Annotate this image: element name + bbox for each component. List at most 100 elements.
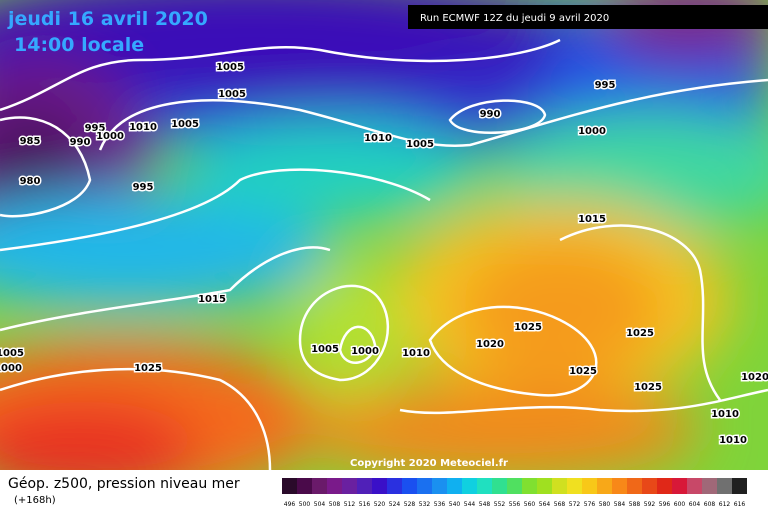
legend-level: 612 [719,501,731,508]
legend-swatch [357,478,372,494]
isobar-label: 1025 [569,366,597,377]
date: jeudi 16 avril 2020 [7,8,208,30]
legend-level: 592 [644,501,656,508]
isobar [0,38,561,112]
isobar [448,99,547,134]
run-text: Run ECMWF 12Z du jeudi 9 avril 2020 [420,13,609,24]
isobar [98,78,768,151]
isobar-label: 1000 [96,131,124,142]
legend-swatch [477,478,492,494]
legend-level: 576 [584,501,596,508]
legend-swatch [732,478,747,494]
legend-swatch [537,478,552,494]
legend-level: 532 [419,501,431,508]
legend-level: 520 [374,501,386,508]
legend-swatch [612,478,627,494]
isobar-label: 1010 [711,409,739,420]
isobar-label: 1005 [216,62,244,73]
isobar-label: 1010 [129,122,157,133]
legend-level: 568 [554,501,566,508]
legend-level: 616 [734,501,746,508]
legend-level: 596 [659,501,671,508]
legend-swatch [642,478,657,494]
legend-swatch [702,478,717,494]
legend-level: 560 [524,501,536,508]
isobar [0,246,331,332]
isobar [0,367,272,471]
isobar-label: 1025 [514,322,542,333]
legend-level: 548 [479,501,491,508]
legend-swatch [717,478,732,494]
isobar-label: 985 [20,136,41,147]
legend-swatch [672,478,687,494]
legend-level: 496 [284,501,296,508]
isobar-label: 1010 [719,435,747,446]
isobar-label: 1020 [476,339,504,350]
isobar-label: 1015 [198,294,226,305]
isobar-label: 1005 [406,139,434,150]
legend-level: 588 [629,501,641,508]
legend-swatch [432,478,447,494]
isobar [298,284,390,382]
legend-swatch [282,478,297,494]
isobar-label: 1010 [402,348,430,359]
legend-level: 524 [389,501,401,508]
isobar [559,224,722,401]
legend-swatch [387,478,402,494]
isobar-label: 1005 [311,344,339,355]
isobar-label: 1025 [134,363,162,374]
legend-level: 556 [509,501,521,508]
legend-swatch [597,478,612,494]
legend-swatch [522,478,537,494]
isobar [428,305,598,397]
run-box [408,5,768,29]
isobar-label: 980 [20,176,41,187]
isobar-label: 1000 [351,346,379,357]
legend-level: 544 [464,501,476,508]
legend-swatch [372,478,387,494]
field [0,0,768,470]
legend-level: 564 [539,501,551,508]
isobar-label: 1000 [0,363,22,374]
isobar-label: 1005 [171,119,199,130]
legend-level: 512 [344,501,356,508]
isobar [0,168,431,252]
legend-swatch [447,478,462,494]
legend-level: 572 [569,501,581,508]
isobar-label: 1025 [634,382,662,393]
isobars [0,38,768,471]
legend-level: 580 [599,501,611,508]
legend-swatch [657,478,672,494]
legend-swatch [582,478,597,494]
legend-swatch [462,478,477,494]
legend-level: 516 [359,501,371,508]
legend-swatch [567,478,582,494]
isobar-label: 995 [133,182,154,193]
isobar-label: 1015 [578,214,606,225]
isobar-label: 990 [480,109,501,120]
legend-swatch [297,478,312,494]
isobar-label: 995 [595,80,616,91]
legend-swatch [312,478,327,494]
isobar-label: 995 [85,123,106,134]
color-legend: 496 500 504 508 512 516 520 524 528 532 536 540 544 5… [282,478,747,508]
legend-swatch [327,478,342,494]
legend-level: 600 [674,501,686,508]
time: 14:00 locale [14,34,144,56]
legend-level: 604 [689,501,701,508]
isobar-label: 1000 [578,126,606,137]
legend-swatch [687,478,702,494]
footer-lead: (+168h) [14,495,56,506]
isobar-label: 1025 [626,328,654,339]
isobar [338,325,377,364]
legend-level: 540 [449,501,461,508]
isobar [0,116,92,218]
footer-title: Géop. z500, pression niveau mer [8,476,240,492]
isobar-label: 1005 [0,348,24,359]
legend-swatch [342,478,357,494]
legend-swatch [492,478,507,494]
legend-level: 608 [704,501,716,508]
isobar-label: 990 [70,137,91,148]
